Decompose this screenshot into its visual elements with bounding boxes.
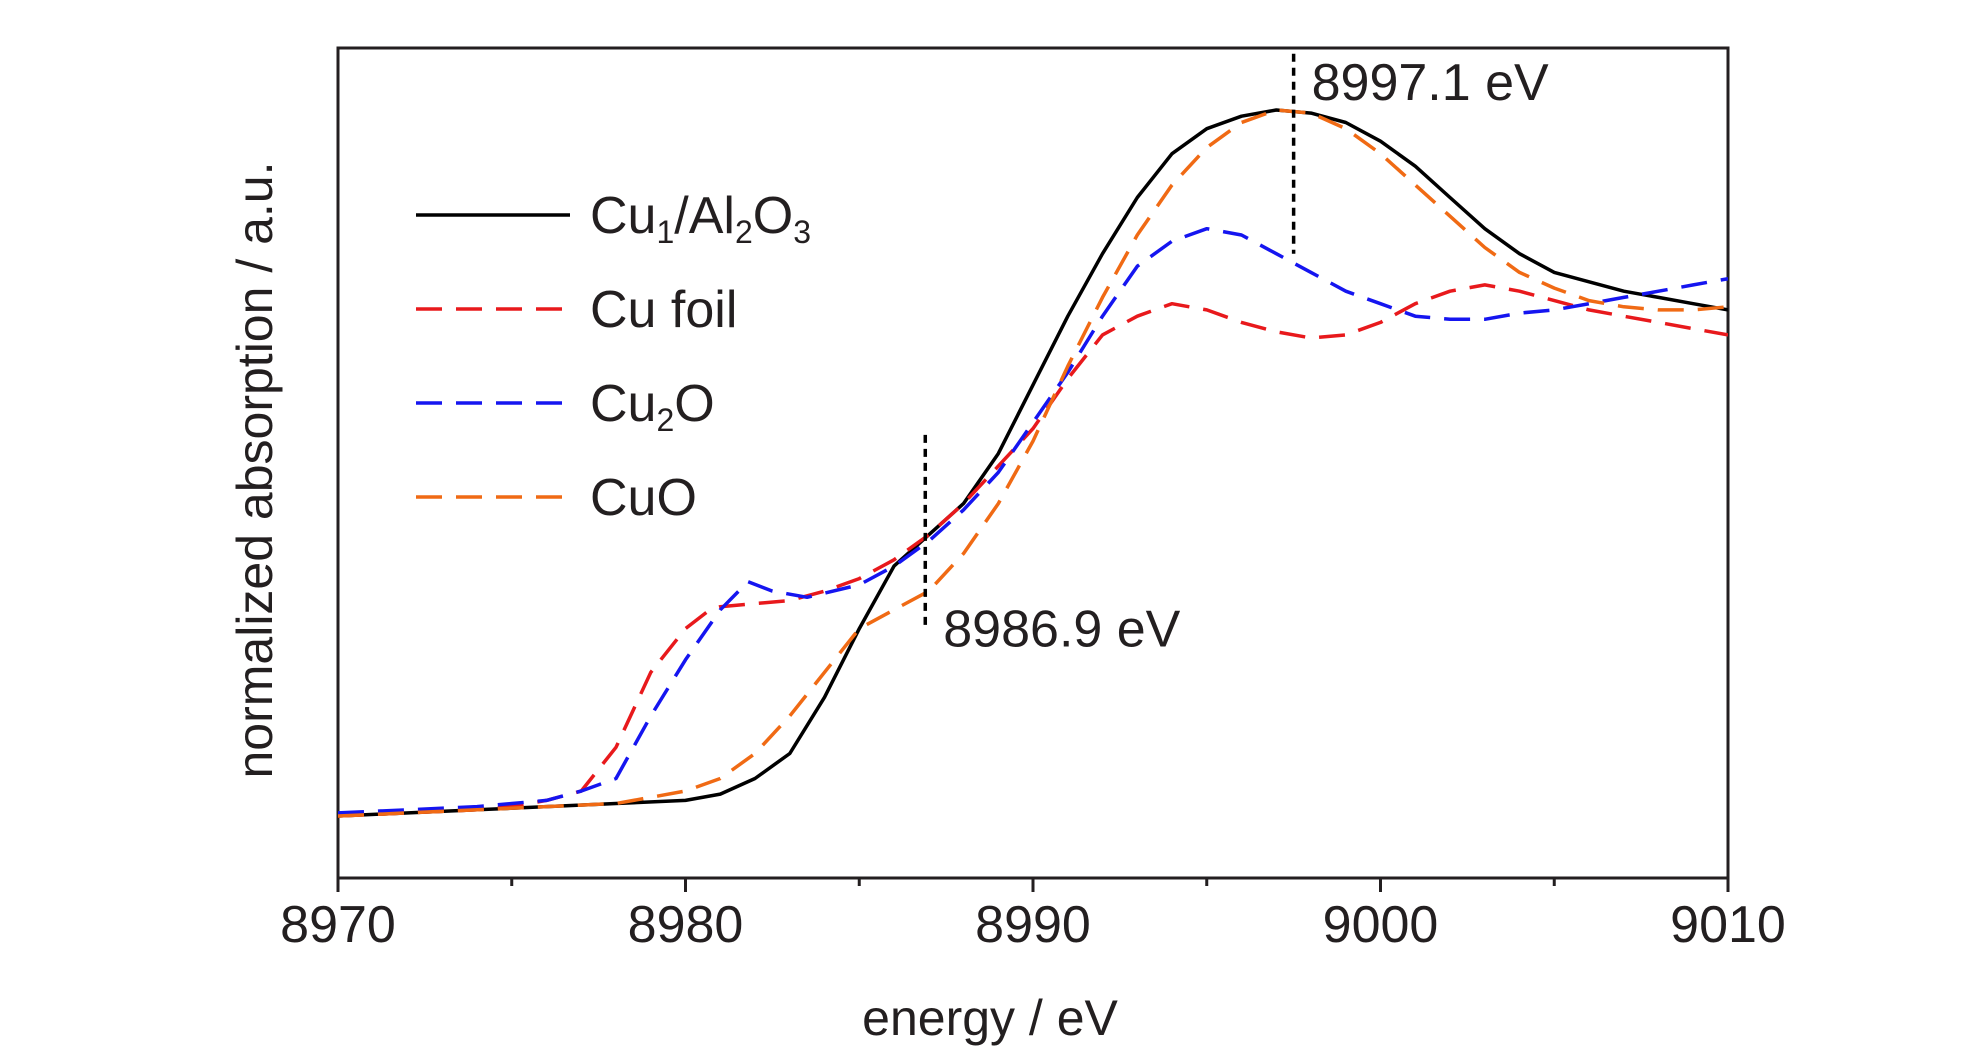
x-tick-label-8970: 8970 — [280, 896, 396, 954]
x-tick-label-9010: 9010 — [1670, 896, 1786, 954]
x-tick-label-9000: 9000 — [1323, 896, 1439, 954]
series-line-1 — [338, 283, 1728, 818]
x-tick-label-8980: 8980 — [628, 896, 744, 954]
marker-label-1: 8986.9 eV — [943, 601, 1180, 659]
plot-frame — [336, 46, 1730, 880]
marker-label-0: 8997.1 eV — [1312, 54, 1549, 112]
y-axis-label: normalized absorption / a.u. — [227, 161, 283, 778]
series-layer — [338, 108, 1728, 818]
x-axis: 8970 8980 8990 9000 9010 — [280, 878, 1786, 954]
legend-label-1: Cu foil — [590, 281, 737, 339]
legend: Cu1/Al2O3 Cu foil Cu2O CuO — [416, 187, 811, 527]
x-axis-label: energy / eV — [862, 990, 1118, 1046]
annotation-layer: 8997.1 eV 8986.9 eV — [923, 53, 1549, 659]
series-line-2 — [338, 226, 1728, 815]
legend-label-3: CuO — [590, 469, 697, 527]
x-tick-label-8990: 8990 — [975, 896, 1091, 954]
series-line-0 — [338, 108, 1728, 818]
legend-label-0: Cu1/Al2O3 — [590, 187, 811, 250]
series-line-3 — [338, 108, 1728, 818]
legend-label-2: Cu2O — [590, 375, 715, 438]
